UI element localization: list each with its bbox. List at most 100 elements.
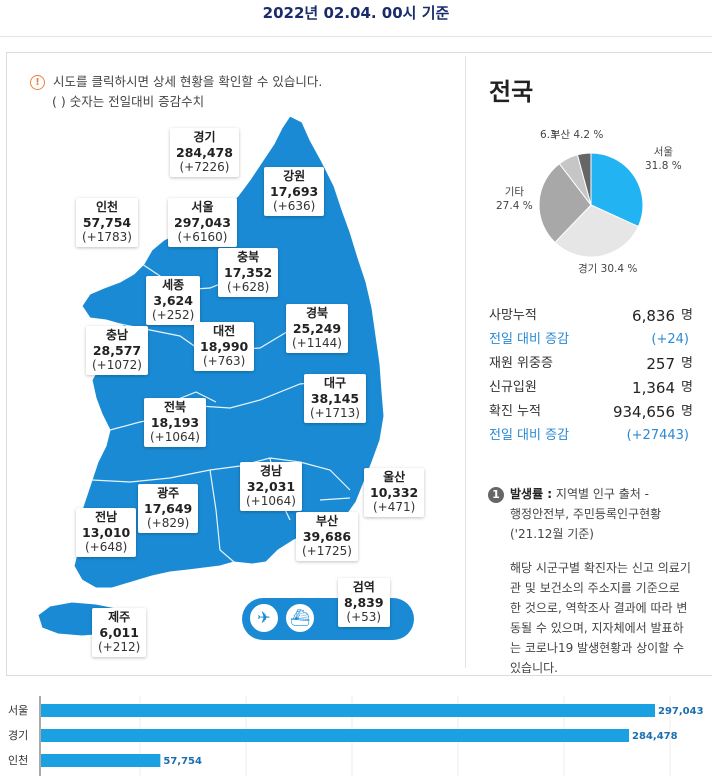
region-jeonnam[interactable]: 전남 13,010 (+648): [76, 508, 137, 557]
region-chungnam[interactable]: 충남 28,577 (+1072): [86, 326, 148, 375]
region-seoul[interactable]: 서울 297,043 (+6160): [168, 198, 237, 247]
region-diff: (+763): [202, 354, 246, 368]
panel-divider: [465, 56, 466, 668]
bar: [41, 729, 630, 742]
region-name: 광주: [157, 486, 180, 500]
pie-slice: [554, 204, 639, 258]
region-diff: (+1725): [302, 544, 352, 558]
region-name: 충북: [237, 250, 260, 264]
region-diff: (+1144): [292, 336, 342, 350]
airplane-icon[interactable]: ✈: [248, 602, 280, 634]
region-gyeonggi[interactable]: 경기 284,478 (+7226): [170, 128, 239, 177]
stat-deaths: 사망누적 6,836 명: [489, 307, 693, 325]
bar: [41, 704, 655, 717]
region-name: 서울: [191, 200, 214, 214]
region-value: 17,352: [224, 265, 273, 280]
region-name: 대전: [213, 324, 236, 338]
stat-deaths-diff: 전일 대비 증감 (+24): [489, 332, 689, 347]
bar-category-label: 경기: [8, 729, 28, 742]
pie-label-etc: 기타 27.4 %: [496, 186, 533, 212]
region-name: 검역: [352, 580, 375, 594]
pie-slice: [590, 152, 644, 228]
bar-category-label: 서울: [8, 704, 28, 717]
region-name: 전북: [163, 400, 187, 414]
info-icon: !: [30, 75, 45, 90]
region-incheon[interactable]: 인천 57,754 (+1783): [76, 198, 138, 247]
region-diff: (+1783): [82, 230, 132, 244]
korea-map[interactable]: [20, 110, 430, 640]
pie-label-small-slices: 6.3부산 4.2 %: [540, 129, 604, 141]
bar: [41, 754, 161, 767]
region-name: 울산: [383, 470, 406, 484]
region-value: 17,693: [270, 184, 319, 199]
bar-value-label: 57,754: [163, 756, 202, 767]
national-title: 전국: [489, 78, 534, 106]
region-name: 인천: [95, 200, 119, 214]
pie-label-gyeonggi: 경기 30.4 %: [578, 263, 638, 275]
region-busan[interactable]: 부산 39,686 (+1725): [296, 512, 358, 561]
region-daejeon[interactable]: 대전 18,990 (+763): [194, 322, 255, 371]
region-diff: (+829): [146, 516, 190, 530]
pie-slice: [576, 152, 592, 206]
region-value: 17,649: [144, 501, 193, 516]
region-value: 3,624: [153, 293, 193, 308]
ship-icon[interactable]: ⛴: [284, 602, 316, 634]
region-gyeongnam[interactable]: 경남 32,031 (+1064): [240, 462, 302, 511]
bar-category-label: 인천: [8, 753, 28, 767]
region-value: 39,686: [302, 529, 352, 544]
region-daegu[interactable]: 대구 38,145 (+1713): [304, 374, 366, 423]
region-name: 대구: [323, 376, 347, 390]
region-chungbuk[interactable]: 충북 17,352 (+628): [218, 248, 279, 297]
region-gwangju[interactable]: 광주 17,649 (+829): [138, 484, 199, 533]
region-diff: (+471): [372, 500, 416, 514]
region-diff: (+7226): [179, 160, 230, 174]
region-sejong[interactable]: 세종 3,624 (+252): [146, 276, 201, 325]
region-name: 경북: [305, 306, 329, 320]
stat-confirmed-diff: 전일 대비 증감 (+27443): [489, 428, 689, 443]
region-name: 세종: [162, 278, 185, 292]
region-value: 284,478: [176, 145, 233, 160]
region-jeonbuk[interactable]: 전북 18,193 (+1064): [144, 398, 206, 447]
region-value: 25,249: [292, 321, 342, 336]
region-value: 18,193: [150, 415, 200, 430]
region-name: 강원: [283, 169, 306, 183]
region-diff: (+648): [84, 540, 128, 554]
region-diff: (+212): [98, 640, 141, 654]
map-notice: ! 시도를 클릭하시면 상세 현황을 확인할 수 있습니다. ( ) 숫자는 전일…: [30, 72, 322, 112]
bar-value-label: 297,043: [658, 706, 704, 717]
note-number-badge: 1: [488, 487, 504, 503]
pie-label-seoul: 서울 31.8 %: [645, 146, 682, 172]
region-diff: (+1064): [150, 430, 200, 444]
region-diff: (+252): [152, 308, 195, 322]
region-jeju[interactable]: 제주 6,011 (+212): [92, 608, 147, 657]
region-quarantine[interactable]: 검역 8,839 (+53): [338, 578, 390, 627]
region-value: 13,010: [82, 525, 131, 540]
region-value: 32,031: [246, 479, 296, 494]
region-ulsan[interactable]: 울산 10,332 (+471): [364, 468, 425, 517]
region-name: 경남: [259, 464, 283, 478]
note-body: 해당 시군구별 확진자는 신고 의료기관 및 보건소의 주소지를 기준으로 한 …: [510, 561, 691, 675]
region-value: 6,011: [99, 625, 139, 640]
region-value: 10,332: [370, 485, 419, 500]
incidence-note: 1 발생률 : 지역별 인구 출처 - 행정안전부, 주민등록인구현황 ('21.…: [488, 484, 693, 678]
status-panel: [6, 52, 712, 676]
notice-line1: 시도를 클릭하시면 상세 현황을 확인할 수 있습니다.: [53, 74, 323, 89]
region-diff: (+628): [226, 280, 270, 294]
stat-critical: 재원 위중증 257 명: [489, 355, 693, 373]
region-name: 전남: [95, 510, 118, 524]
region-value: 38,145: [310, 391, 360, 406]
region-bar-chart: 서울 297,043 경기 284,478 인천 57,754: [8, 696, 704, 776]
share-pie-chart: [538, 152, 644, 258]
region-value: 57,754: [82, 215, 132, 230]
reference-date: 2022년 02.04. 00시 기준: [262, 4, 450, 22]
region-diff: (+1713): [310, 406, 360, 420]
bar-value-label: 284,478: [632, 731, 678, 742]
pie-slice: [538, 163, 592, 244]
region-diff: (+53): [346, 610, 382, 624]
region-value: 28,577: [92, 343, 142, 358]
region-diff: (+1072): [92, 358, 142, 372]
region-value: 8,839: [344, 595, 384, 610]
stat-new-admissions: 신규입원 1,364 명: [489, 379, 693, 397]
region-gyeongbuk[interactable]: 경북 25,249 (+1144): [286, 304, 348, 353]
region-gangwon[interactable]: 강원 17,693 (+636): [264, 167, 325, 216]
